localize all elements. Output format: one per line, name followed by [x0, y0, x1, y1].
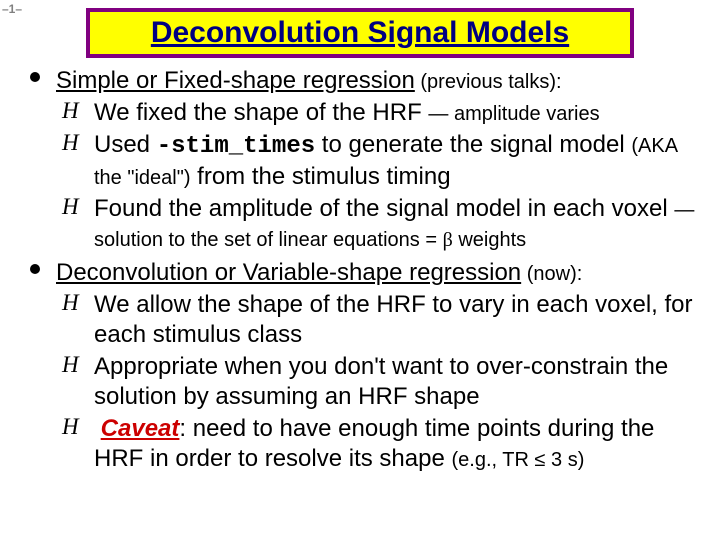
- s1-item-2d: from the stimulus timing: [190, 163, 450, 190]
- script-h-icon: H: [62, 413, 79, 442]
- s2-item-1: H We allow the shape of the HRF to vary …: [30, 290, 702, 350]
- section-2: Deconvolution or Variable-shape regressi…: [30, 258, 702, 288]
- section-2-head: Deconvolution or Variable-shape regressi…: [56, 259, 521, 286]
- s2-item-1-text: We allow the shape of the HRF to vary in…: [94, 291, 693, 348]
- s2-item-2: H Appropriate when you don't want to ove…: [30, 352, 702, 412]
- s2-item-2-text: Appropriate when you don't want to over-…: [94, 353, 668, 410]
- s1-item-2a: Used: [94, 131, 157, 158]
- slide-title: Deconvolution Signal Models: [151, 16, 569, 49]
- s1-item-2b: to generate the signal model: [315, 131, 631, 158]
- s1-item-1a: We fixed the shape of the HRF: [94, 99, 428, 126]
- script-h-icon: H: [62, 129, 79, 158]
- page-number: –1–: [2, 2, 22, 16]
- beta-symbol: β: [443, 229, 453, 251]
- script-h-icon: H: [62, 97, 79, 126]
- stim-times-code: -stim_times: [157, 133, 315, 160]
- s1-item-1b: — amplitude varies: [428, 103, 599, 125]
- script-h-icon: H: [62, 289, 79, 318]
- bullet-dot-icon: [30, 264, 40, 274]
- s2-item-3: H Caveat: need to have enough time point…: [30, 414, 702, 474]
- s1-item-3: H Found the amplitude of the signal mode…: [30, 194, 702, 254]
- section-1-tail: (previous talks):: [415, 71, 562, 93]
- bullet-dot-icon: [30, 72, 40, 82]
- section-1-head: Simple or Fixed-shape regression: [56, 67, 415, 94]
- s2-item-3c: 3 s): [545, 449, 584, 471]
- caveat-label: Caveat: [101, 415, 180, 442]
- slide-content: Simple or Fixed-shape regression (previo…: [0, 66, 720, 474]
- s1-item-2: H Used -stim_times to generate the signa…: [30, 130, 702, 192]
- section-1: Simple or Fixed-shape regression (previo…: [30, 66, 702, 96]
- s1-item-1: H We fixed the shape of the HRF — amplit…: [30, 98, 702, 128]
- le-symbol: ≤: [534, 449, 545, 471]
- s2-item-3b: (e.g., TR: [451, 449, 534, 471]
- script-h-icon: H: [62, 351, 79, 380]
- title-box: Deconvolution Signal Models: [86, 8, 634, 58]
- s1-item-3a: Found the amplitude of the signal model …: [94, 195, 674, 222]
- script-h-icon: H: [62, 193, 79, 222]
- section-2-tail: (now):: [521, 263, 582, 285]
- s1-item-3c: weights: [453, 229, 526, 251]
